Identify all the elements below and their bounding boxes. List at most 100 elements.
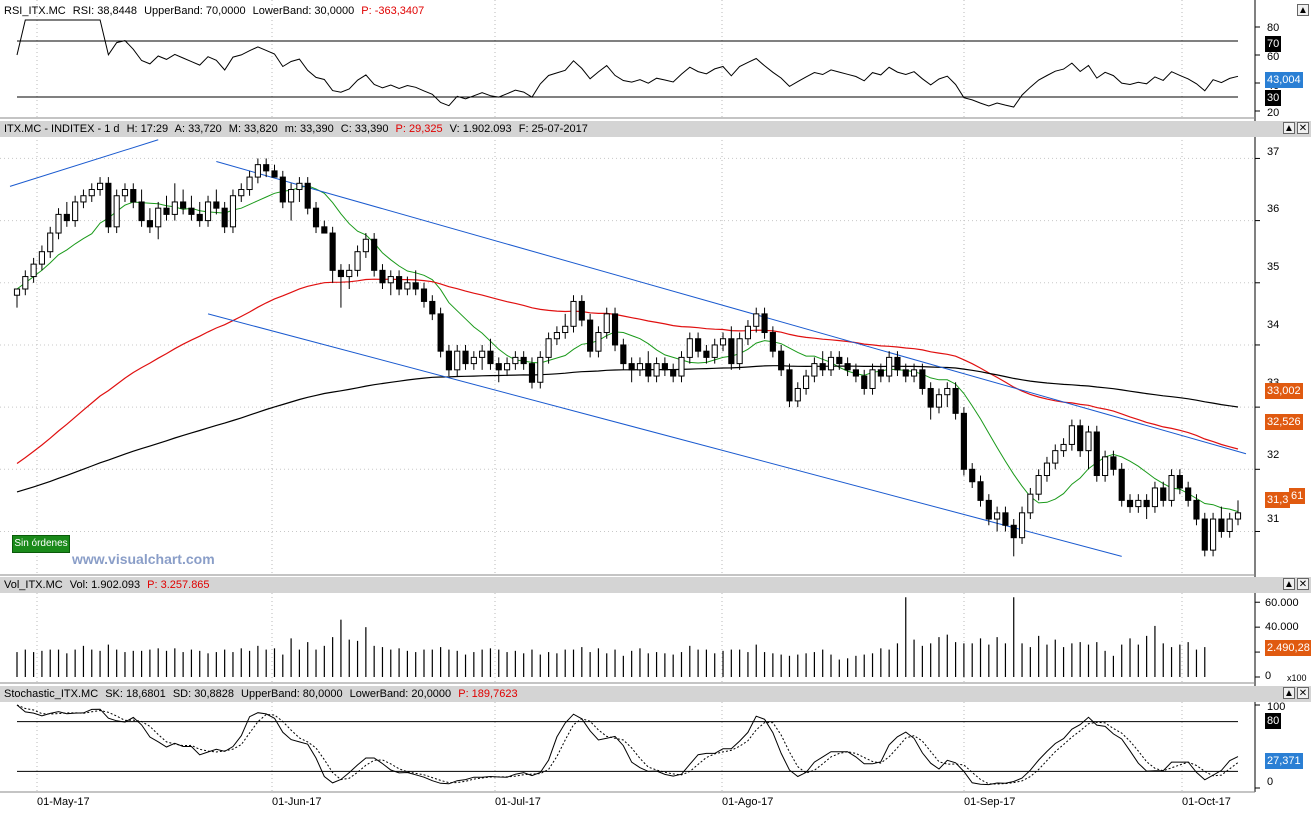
candle-body (1118, 468, 1125, 501)
rsi-header-name: RSI_ITX.MC (4, 5, 66, 17)
candle-body (412, 282, 419, 290)
pane-up-button[interactable]: ▲ (1283, 122, 1295, 134)
candle-body (935, 394, 943, 408)
price-header: ITX.MC - INDITEX - 1 d H: 17:29 A: 33,72… (0, 121, 1311, 137)
candle-body (312, 207, 320, 228)
rsi-band-70-badge: 70 (1265, 36, 1282, 52)
candle-body (819, 363, 826, 371)
candle-body (852, 369, 859, 377)
price-tick-31: 31 (1267, 513, 1280, 525)
pane-up-button[interactable]: ▲ (1297, 4, 1309, 16)
candle-body (196, 213, 203, 222)
price-tick-32: 32 (1267, 449, 1280, 461)
candle-body (396, 276, 403, 290)
candle-body (454, 350, 461, 371)
candle-body (130, 189, 137, 203)
pane-close-button[interactable]: ✕ (1297, 578, 1309, 590)
candle-body (869, 369, 876, 389)
candle-body (545, 338, 552, 358)
watermark: www.visualchart.com (72, 551, 215, 567)
pane-up-button[interactable]: ▲ (1283, 578, 1295, 590)
ma-long-badge: 33,002 (1265, 383, 1303, 399)
candle-body (960, 412, 967, 470)
candle-body (985, 499, 992, 520)
candle-body (1185, 487, 1192, 501)
stochastic-header-sk: SK: 18,6801 (105, 688, 166, 700)
candle-body (611, 313, 619, 346)
stoch-value-badge: 27,371 (1265, 753, 1303, 769)
candle-body (271, 170, 278, 178)
candle-body (279, 176, 286, 203)
candle-body (886, 356, 893, 377)
rsi-tick-20: 20 (1267, 107, 1280, 119)
candle-body (171, 201, 178, 215)
candle-body (827, 356, 835, 371)
candle-body (603, 313, 610, 334)
candle-body (703, 350, 710, 358)
pane-close-button[interactable]: ✕ (1297, 122, 1309, 134)
candle-body (479, 350, 486, 358)
candle-body (794, 387, 801, 402)
candle-body (113, 195, 120, 228)
candle-body (188, 207, 195, 215)
candle-body (1010, 524, 1017, 539)
candle-body (653, 363, 660, 377)
no-orders-button[interactable]: Sin órdenes (12, 535, 70, 553)
candle-body (587, 319, 594, 352)
candle-body (321, 226, 328, 234)
candle-body (678, 356, 685, 377)
candle-body (736, 338, 743, 365)
candle-body (1234, 512, 1242, 520)
candle-body (63, 213, 70, 222)
candle-body (429, 300, 436, 315)
candle-body (1193, 499, 1200, 520)
x-label-aug: 01-Ago-17 (722, 796, 774, 808)
rsi-tick-80: 80 (1267, 22, 1280, 34)
candle-body (1226, 518, 1233, 532)
volume-tick-60000: 60.000 (1265, 597, 1299, 609)
candle-body (1018, 512, 1026, 539)
candle-body (520, 356, 527, 365)
candle-body (952, 387, 959, 414)
candle-body (1035, 475, 1042, 495)
volume-header-value: Vol: 1.902.093 (69, 579, 141, 591)
candle-body (994, 512, 1001, 520)
candle-body (1077, 425, 1084, 452)
price-header-close: C: 33,390 (340, 123, 389, 135)
candle-body (238, 189, 245, 197)
candle-body (47, 232, 54, 253)
candle-body (72, 201, 79, 222)
candle-body (1060, 443, 1067, 452)
rsi-header-value: RSI: 38,8448 (72, 5, 138, 17)
price-tick-35: 35 (1267, 261, 1280, 273)
candle-body (503, 363, 511, 371)
candle-body (470, 356, 477, 365)
candle-body (437, 313, 444, 352)
candle-body (528, 363, 536, 383)
candle-body (753, 313, 760, 327)
stoch-k-line (16, 704, 1239, 786)
candle-body (1043, 462, 1051, 477)
candle-body (1052, 450, 1059, 464)
candle-body (204, 201, 212, 222)
candle-body (163, 207, 170, 215)
candle-body (570, 300, 577, 327)
candle-body (1143, 499, 1150, 508)
pane-close-button[interactable]: ✕ (1297, 687, 1309, 699)
candle-body (902, 369, 909, 377)
pane-up-button[interactable]: ▲ (1283, 687, 1295, 699)
x-label-oct: 01-Oct-17 (1182, 796, 1231, 808)
candle-body (296, 182, 303, 191)
candle-body (445, 350, 452, 371)
candle-body (379, 269, 386, 284)
candle-body (636, 363, 644, 371)
candle-body (346, 269, 353, 278)
candle-body (844, 363, 851, 371)
trendline-lower (207, 313, 1122, 557)
candle-body (512, 356, 519, 365)
candle-body (387, 276, 394, 284)
stochastic-pane-controls: ▲ ✕ (1283, 687, 1309, 699)
candle-body (728, 338, 735, 365)
candle-body (1135, 499, 1142, 508)
last-price-badge: 61 (1289, 488, 1306, 504)
